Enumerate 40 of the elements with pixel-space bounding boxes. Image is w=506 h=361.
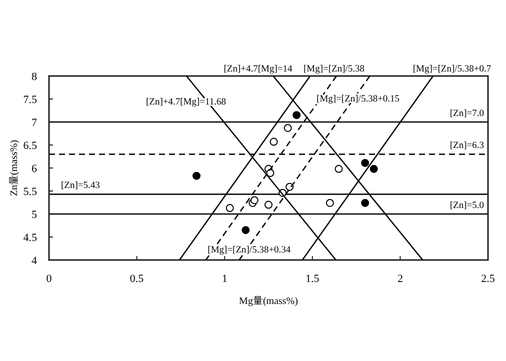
point (284, 124, 292, 132)
y-tick-label: 7 (32, 117, 38, 129)
x-tick-label: 2.5 (481, 273, 496, 285)
y-tick-label: 4 (32, 255, 38, 267)
point (326, 198, 334, 207)
ref-line-label: [Zn]=6.3 (450, 141, 484, 152)
point (370, 164, 378, 173)
x-tick-label: 1.5 (306, 273, 320, 285)
x-tick-label: 0 (46, 273, 52, 285)
point (361, 198, 370, 207)
x-tick-label: 0.5 (130, 273, 144, 285)
x-tick-label: 2 (397, 273, 403, 285)
text: [Mg]=[Zn]/5.38+0.7 (412, 64, 492, 74)
x-tick-label: 1 (222, 273, 228, 285)
point (286, 182, 294, 191)
point (264, 200, 272, 209)
text: [Zn]+4.7[Mg]=14 (224, 64, 292, 74)
point (361, 158, 370, 167)
point (292, 111, 301, 120)
y-tick-label: 6 (32, 163, 38, 175)
y-tick-label: 7.5 (23, 94, 38, 106)
annotation: [Mg]=[Zn]/5.38+0.34 (208, 245, 291, 256)
text: [Mg]=[Zn]/5.38 (303, 64, 365, 74)
x-axis-title: Mg量(mass%) (239, 296, 298, 307)
ref-line-label: [Zn]=5.43 (61, 181, 100, 192)
ref-line-label: [Zn]=5.0 (450, 201, 484, 211)
point (242, 226, 250, 234)
y-tick-label: 4.5 (23, 232, 38, 244)
point (192, 172, 201, 180)
y-tick-label: 6.5 (23, 140, 38, 152)
annotation: [Mg]=[Zn]/5.38+0.15 (316, 94, 400, 105)
point (334, 164, 343, 173)
y-tick-label: 8 (32, 71, 38, 83)
ref-line-label: [Zn]=7.0 (450, 109, 484, 119)
y-tick-label: 5 (32, 209, 38, 221)
y-tick-label: 5.5 (23, 186, 38, 198)
point (226, 204, 234, 212)
point (250, 196, 258, 204)
point (270, 138, 278, 146)
y-axis-title: Zn量(mass%) (9, 140, 20, 196)
